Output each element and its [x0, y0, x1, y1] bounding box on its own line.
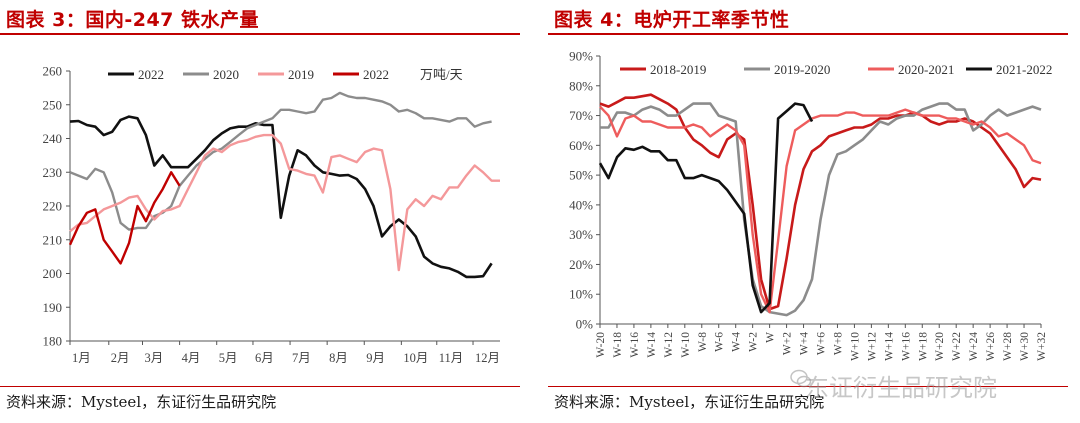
legend-label: 2019 [288, 67, 314, 82]
legend-label: 2021-2022 [996, 62, 1052, 77]
iron-output-chart: 180 190 200 210 220 230 240 250 260 1月 2月 3月 4月 5月 6月 7… [43, 64, 501, 366]
x-tick-label: 3月 [145, 351, 164, 365]
x-tick-label: 12月 [475, 351, 500, 365]
x-tick-label: W+6 [816, 332, 828, 355]
x-tick-label: W+12 [866, 332, 878, 361]
series-line [68, 171, 181, 265]
source-rule [548, 386, 1068, 387]
y-tick-label: 30% [569, 227, 593, 242]
source-note: 资料来源：Mysteel，东证衍生品研究院 [6, 393, 277, 411]
series-line [598, 102, 814, 314]
x-tick-label: 6月 [255, 351, 274, 365]
x-tick-label: 9月 [366, 351, 385, 365]
title-rule [0, 33, 520, 35]
x-tick-label: 4月 [182, 351, 201, 365]
series-line [600, 102, 1042, 317]
legend-label: 2022 [138, 67, 164, 82]
x-tick-label: W-16 [629, 332, 641, 358]
series-line [599, 105, 1042, 314]
y-tick-label: 20% [569, 257, 593, 272]
y-tick-label: 230 [43, 165, 63, 180]
y-tick-label: 180 [43, 334, 63, 349]
x-tick-label: W+22 [951, 332, 963, 361]
chart-title: 图表 3：国内-247 铁水产量 [6, 9, 259, 31]
x-tick-label: W+20 [934, 332, 946, 361]
legend-label: 2019-2020 [774, 62, 830, 77]
x-tick-label: W-4 [731, 332, 743, 352]
unit-label: 万吨/天 [420, 67, 463, 82]
x-tick-label: 7月 [292, 351, 311, 365]
chart-panel-right: 图表 4：电炉开工率季节性 0% 10% 20% 30% 40% 50% 60% 70% 80%… [548, 0, 1078, 423]
x-tick-label: 10月 [403, 351, 428, 365]
x-tick-label: W+14 [883, 332, 895, 361]
source-note: 资料来源：Mysteel，东证衍生品研究院 [554, 393, 825, 411]
x-tick-label: W+18 [917, 332, 929, 361]
y-tick-label: 260 [43, 64, 63, 79]
y-tick-label: 210 [43, 232, 63, 247]
x-tick-label: 5月 [219, 351, 238, 365]
x-tick-label: W+28 [1002, 332, 1014, 361]
watermark: 东证衍生品研究院 [805, 374, 997, 402]
x-tick-label: W+24 [968, 332, 980, 361]
x-tick-label: W+10 [849, 332, 861, 361]
x-tick-label: W [765, 332, 777, 343]
x-tick-label: W-2 [748, 332, 760, 352]
x-tick-label: 8月 [329, 351, 348, 365]
wechat-icon [790, 369, 812, 388]
legend-label: 2018-2019 [650, 62, 706, 77]
y-tick-label: 40% [569, 197, 593, 212]
x-tick-label: W+26 [985, 332, 997, 361]
chart-panel-left: 图表 3：国内-247 铁水产量 180 190 200 210 220 230 240 25… [0, 0, 530, 423]
x-tick-label: 11月 [439, 351, 464, 365]
y-tick-label: 60% [569, 138, 593, 153]
legend-label: 2020-2021 [898, 62, 954, 77]
chart-title: 图表 4：电炉开工率季节性 [554, 9, 790, 31]
x-tick-label: 1月 [72, 351, 91, 365]
y-tick-label: 220 [43, 199, 63, 214]
series-line [69, 91, 492, 231]
y-tick-label: 90% [569, 49, 593, 64]
legend-label: 2020 [213, 67, 239, 82]
x-tick-label: W-12 [663, 332, 675, 358]
x-tick-label: 2月 [111, 351, 130, 365]
y-tick-label: 250 [43, 97, 63, 112]
y-tick-label: 240 [43, 131, 63, 146]
x-tick-label: W+2 [782, 332, 794, 355]
y-tick-label: 10% [569, 287, 593, 302]
series-line [69, 133, 500, 272]
x-tick-label: W-6 [714, 332, 726, 352]
x-tick-label: W+8 [832, 332, 844, 355]
y-tick-label: 190 [43, 300, 63, 315]
series-line [69, 115, 493, 279]
y-tick-label: 70% [569, 108, 593, 123]
title-rule [548, 33, 1068, 35]
source-rule [0, 386, 520, 387]
x-tick-label: W+32 [1036, 332, 1048, 361]
y-tick-label: 200 [43, 266, 63, 281]
x-tick-label: W-14 [646, 332, 658, 358]
y-tick-label: 50% [569, 168, 593, 183]
y-tick-label: 0% [576, 317, 594, 332]
x-tick-label: W+4 [799, 332, 811, 355]
x-tick-label: W+16 [900, 332, 912, 361]
legend-label: 2022 [363, 67, 389, 82]
x-tick-label: W-20 [595, 332, 607, 358]
x-tick-label: W-10 [680, 332, 692, 358]
x-tick-label: W-8 [697, 332, 709, 352]
y-tick-label: 80% [569, 78, 593, 93]
eaf-utilization-chart: 0% 10% 20% 30% 40% 50% 60% 70% 80% 90% W-20 W-18 W-1… [569, 49, 1052, 361]
x-tick-label: W-18 [612, 332, 624, 358]
x-tick-label: W+30 [1019, 332, 1031, 361]
